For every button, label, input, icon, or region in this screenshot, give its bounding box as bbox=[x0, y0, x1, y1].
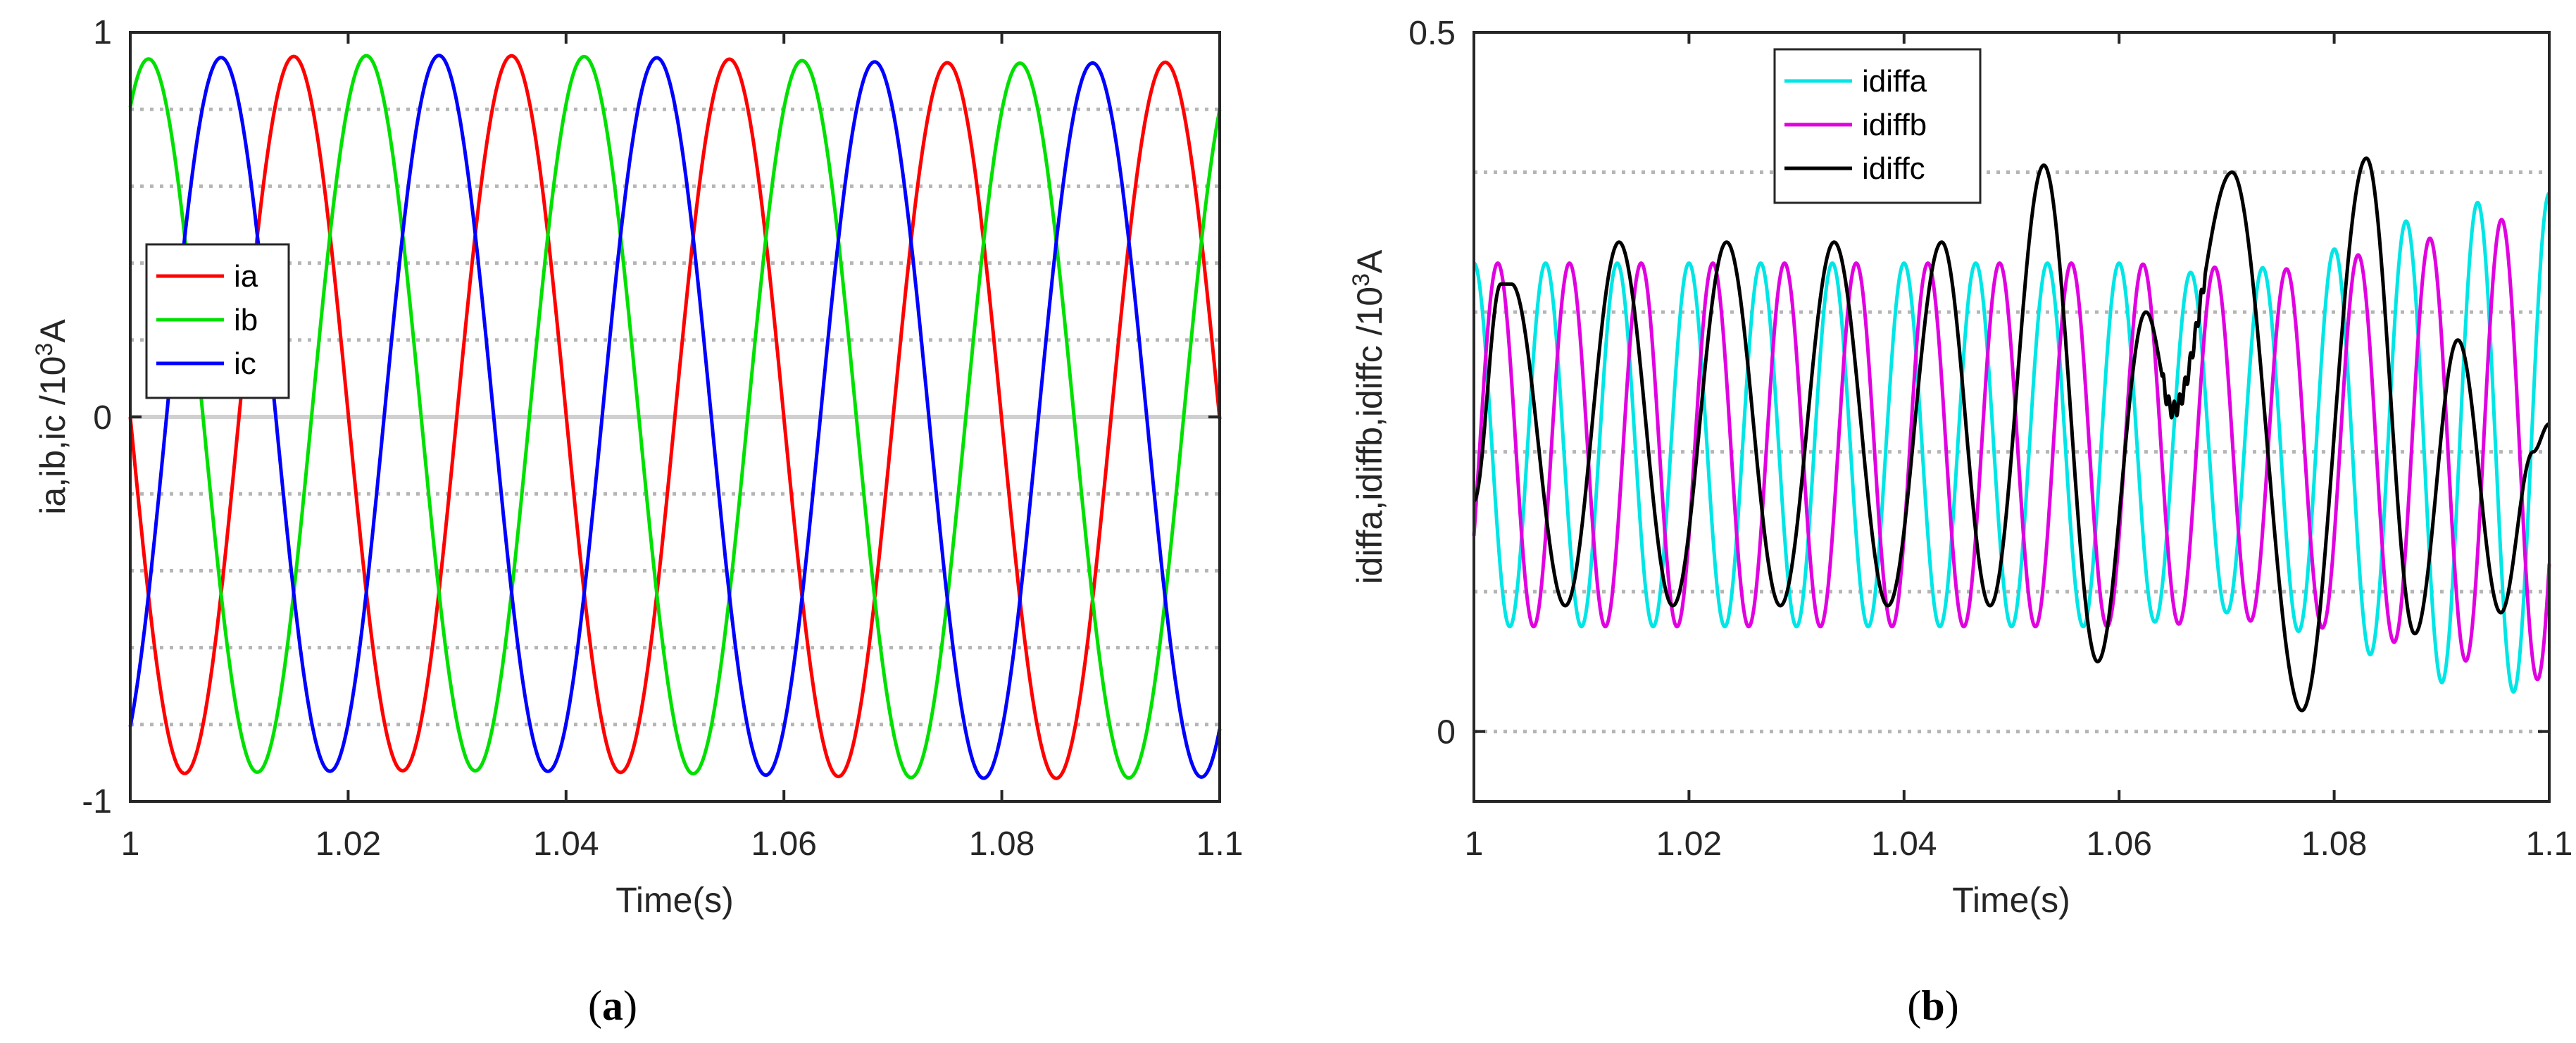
panel-b-x-tick-label: 1.06 bbox=[2086, 825, 2151, 863]
panel-a-y-tick-label: 1 bbox=[93, 14, 112, 51]
panel-a-legend: ia ib ic bbox=[145, 243, 290, 399]
panel-b-frame bbox=[1473, 31, 2551, 803]
panel-b-x-tick-label: 1.04 bbox=[1871, 825, 1937, 863]
panel-b-x-tick-label: 1.02 bbox=[1656, 825, 1722, 863]
panel-a-x-axis-label: Time(s) bbox=[615, 880, 734, 920]
panel-a-series-ic bbox=[128, 54, 1222, 780]
panel-b-legend-label: idiffb bbox=[1862, 108, 1927, 142]
panel-a: 1 1.02 1.04 1.06 1.08 1.1 -1 0 1 Time(s) ia,ib,i… bbox=[31, 14, 1243, 1029]
panel-a-x-tick-label: 1.08 bbox=[969, 825, 1034, 863]
panel-b-x-tick-label: 1 bbox=[1465, 825, 1484, 863]
panel-b-y-axis-label: idiffa,idiffb,idiffc /103A bbox=[1348, 249, 1389, 584]
panel-a-y-tick-label: -1 bbox=[82, 783, 112, 820]
panel-b-x-axis-label: Time(s) bbox=[1952, 880, 2070, 920]
panel-b-y-tick-label: 0 bbox=[1437, 714, 1456, 751]
panel-b-series bbox=[1472, 156, 2551, 713]
panel-b-y-tick-label: 0.5 bbox=[1408, 15, 1456, 52]
panel-b-legend: idiffa idiffb idiffc bbox=[1773, 48, 1982, 204]
panel-a-y-tick-label: 0 bbox=[93, 399, 112, 437]
panel-b-ticks: 1 1.02 1.04 1.06 1.08 1.1 0 0.5 bbox=[1408, 15, 2572, 863]
panel-a-x-tick-label: 1.02 bbox=[315, 825, 381, 863]
panel-b-x-tick-label: 1.1 bbox=[2526, 825, 2573, 863]
panel-a-x-tick-label: 1.06 bbox=[751, 825, 816, 863]
panel-a-x-tick-label: 1.04 bbox=[533, 825, 599, 863]
panel-a-legend-label: ic bbox=[234, 346, 256, 381]
panel-b-series-idiffb bbox=[1472, 218, 2551, 682]
panel-a-y-axis-label: ia,ib,ic /103A bbox=[31, 319, 73, 515]
panel-a-series bbox=[128, 54, 1222, 780]
panel-a-series-ia bbox=[128, 54, 1222, 780]
panel-a-caption: (a) bbox=[588, 982, 637, 1029]
panel-a-ticks: 1 1.02 1.04 1.06 1.08 1.1 -1 0 1 bbox=[82, 14, 1243, 863]
panel-b: 1 1.02 1.04 1.06 1.08 1.1 0 0.5 Time(s) idiffa,… bbox=[1348, 15, 2572, 1029]
panel-b-x-tick-label: 1.08 bbox=[2301, 825, 2367, 863]
panel-b-series-idiffc bbox=[1473, 156, 2551, 713]
panel-a-series-ib bbox=[128, 54, 1222, 780]
panel-b-caption: (b) bbox=[1907, 982, 1958, 1029]
panel-a-legend-label: ia bbox=[234, 259, 258, 294]
panel-a-legend-label: ib bbox=[234, 303, 258, 337]
panel-b-legend-label: idiffa bbox=[1862, 64, 1927, 99]
panel-a-x-tick-label: 1.1 bbox=[1196, 825, 1244, 863]
panel-a-x-tick-label: 1 bbox=[121, 825, 140, 863]
panel-b-series-idiffa bbox=[1473, 192, 2551, 694]
panel-b-grid bbox=[1474, 170, 2549, 734]
panel-b-legend-label: idiffc bbox=[1862, 151, 1925, 186]
